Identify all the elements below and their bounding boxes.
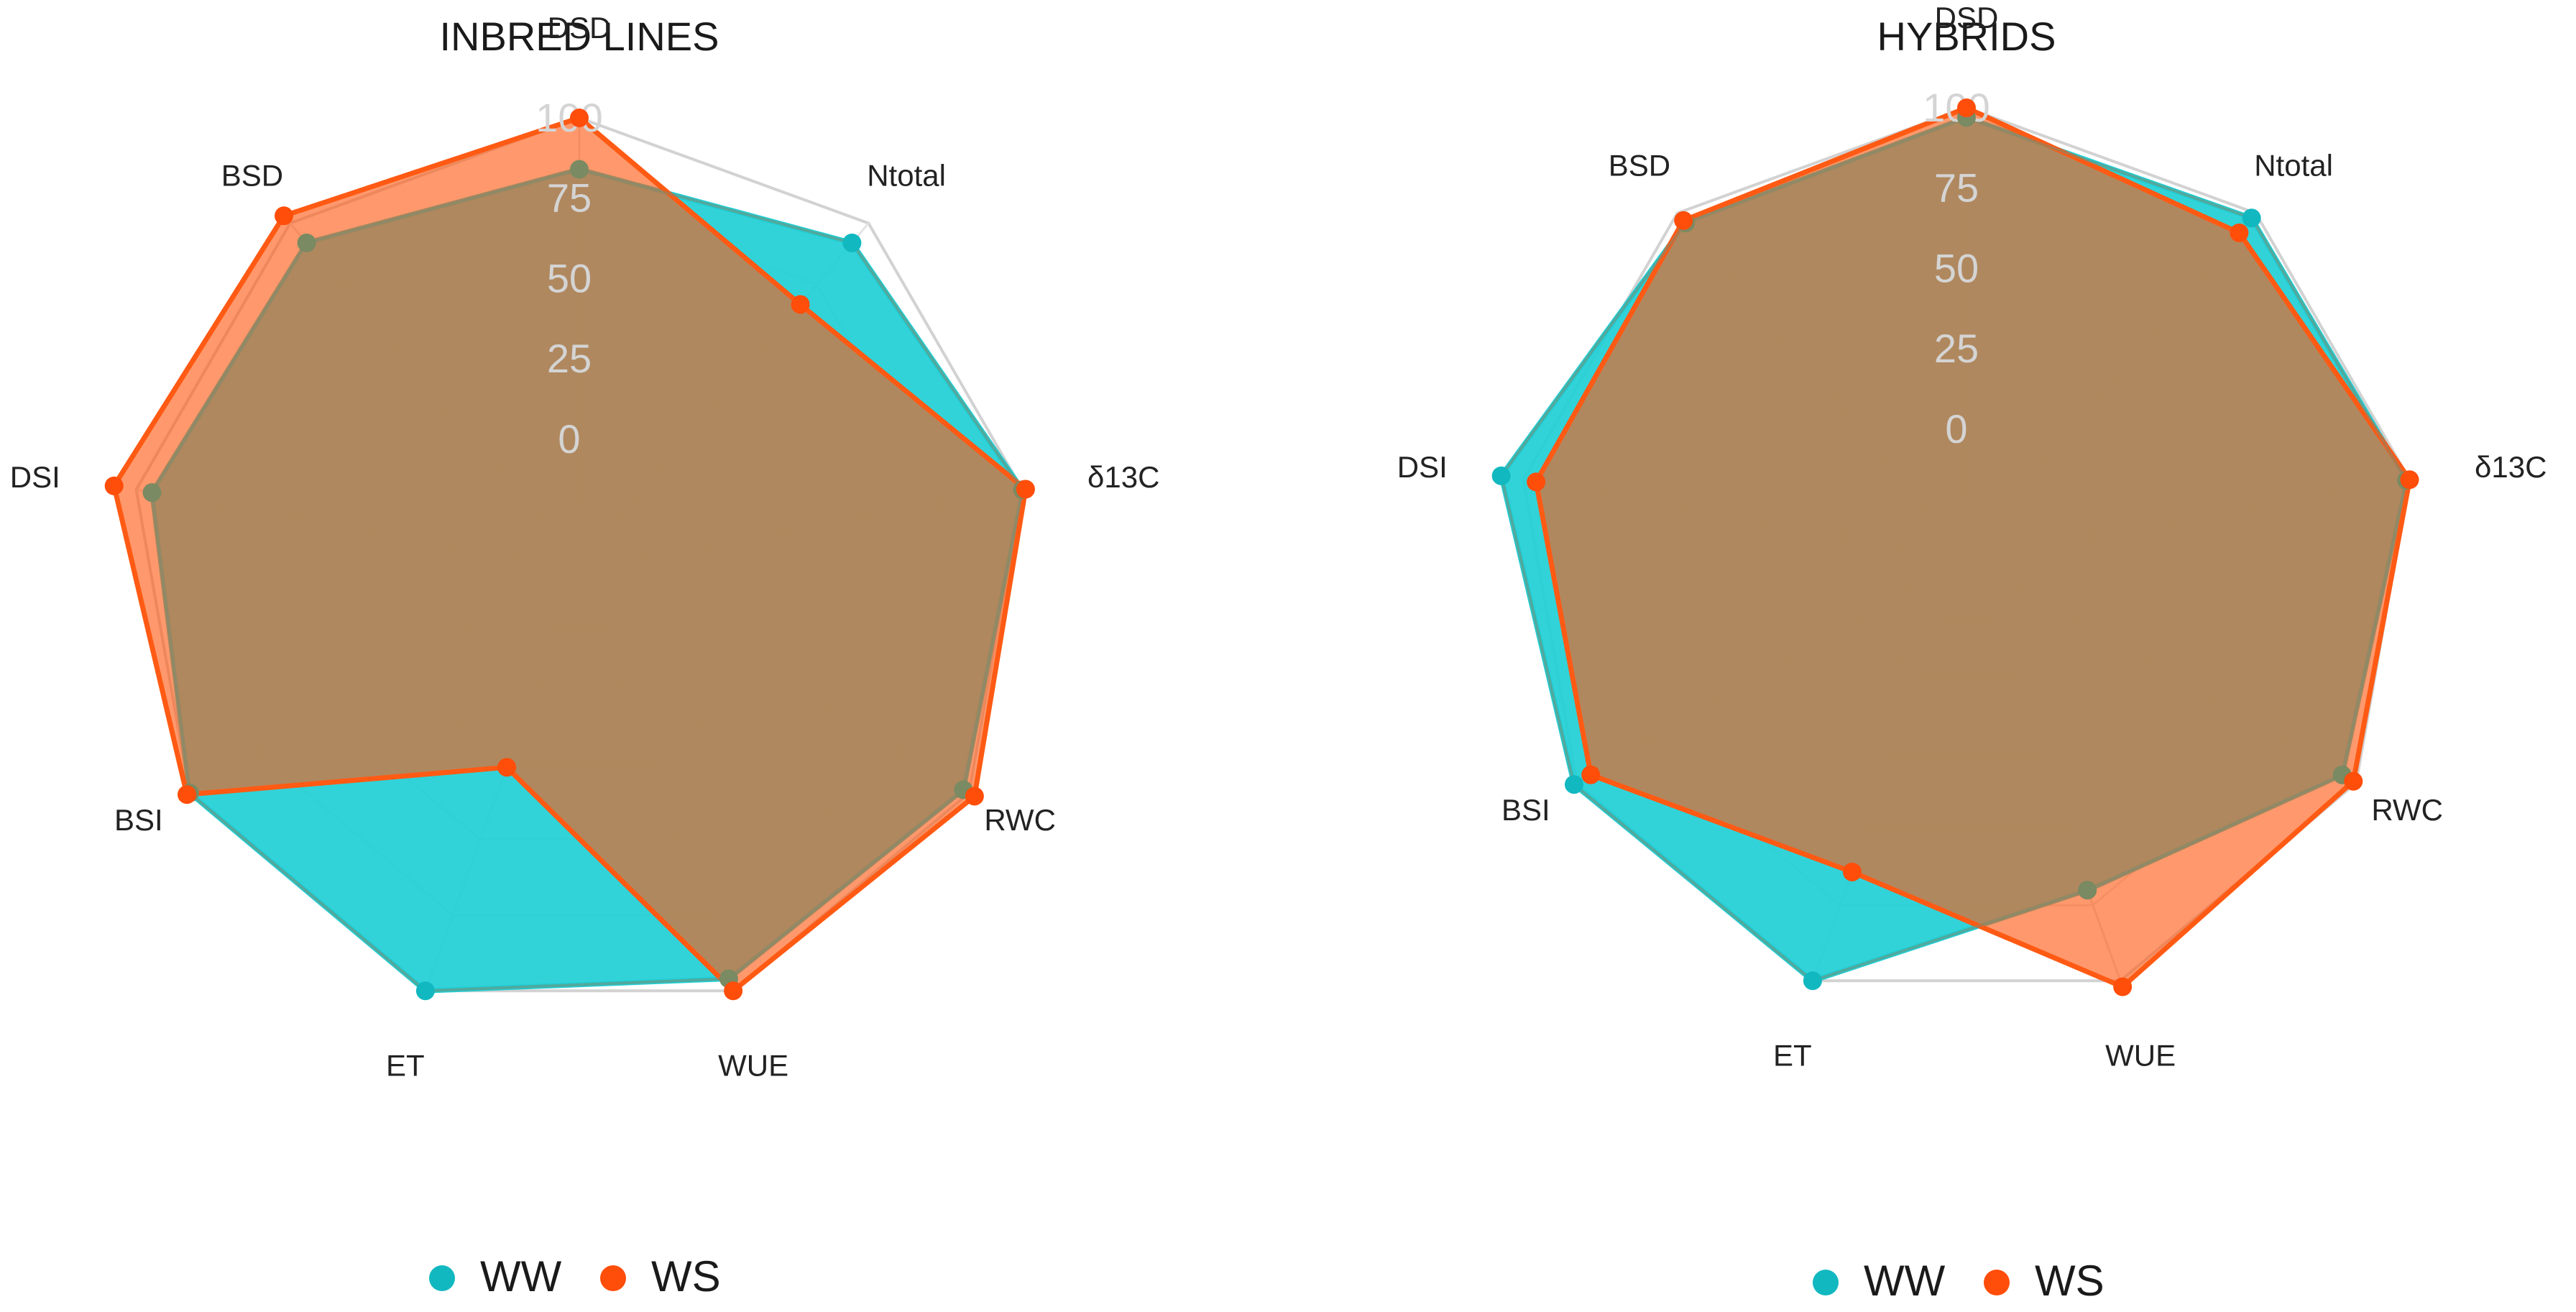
radial-tick-label: 100 <box>1923 85 1990 130</box>
axis-label-7: DSI <box>1397 450 1448 484</box>
radial-tick-label: 0 <box>1945 406 1967 451</box>
legend: WW WS <box>429 1252 721 1300</box>
data-point-ws-wue <box>2113 977 2133 996</box>
axis-label-8: BSD <box>1609 149 1670 183</box>
legend-label-ws: WS <box>2035 1257 2104 1305</box>
axis-label-0: DSD <box>548 11 612 45</box>
data-point-ww-et <box>1803 971 1822 991</box>
data-point-ww-ntotal <box>842 233 862 252</box>
series-outline-ww <box>150 168 1024 993</box>
data-point-ws-bsi <box>177 785 196 804</box>
axis-label-2: δ13C <box>1087 460 1159 494</box>
legend-label-ws: WS <box>651 1252 721 1300</box>
series-outline-ww <box>1499 116 2409 983</box>
data-point-ws-dsi <box>1527 472 1546 492</box>
data-point-ws-rwc <box>965 786 984 806</box>
data-point-ws-et <box>497 758 517 777</box>
data-point-ww-dsi <box>1491 466 1511 485</box>
radial-tick-label: 0 <box>558 416 580 462</box>
data-point-ww-dsd <box>570 160 589 179</box>
axis-label-1: Ntotal <box>867 159 946 193</box>
data-point-ws-dsd <box>570 109 589 127</box>
axis-label-8: BSD <box>221 159 283 193</box>
radar-chart-2: HYBRIDS 0 25 50 75 100 DSD Ntotal δ13C RWC WUE ET BS… <box>1397 1 2547 1305</box>
legend-marker-ww <box>1813 1270 1839 1295</box>
axis-label-3: RWC <box>984 803 1056 837</box>
axis-label-4: WUE <box>2105 1038 2176 1072</box>
legend-marker-ws <box>1984 1270 2010 1295</box>
legend-marker-ww <box>429 1265 455 1291</box>
axis-label-5: ET <box>1773 1038 1812 1072</box>
axis-label-0: DSD <box>1935 1 1999 35</box>
radial-tick-label: 25 <box>547 336 592 381</box>
data-point-ws-δ13c <box>1016 480 1035 499</box>
axis-label-4: WUE <box>718 1048 788 1082</box>
axis-label-1: Ntotal <box>2254 149 2333 183</box>
data-point-ws-bsd <box>274 206 293 226</box>
radial-tick-label: 75 <box>1934 165 1979 211</box>
data-point-ws-dsi <box>104 476 124 495</box>
data-point-ww-et <box>415 981 435 1001</box>
axis-label-2: δ13C <box>2475 450 2547 484</box>
data-point-ws-ntotal <box>2230 223 2249 242</box>
series-area-ws <box>1533 105 2412 990</box>
data-point-ws-et <box>1842 862 1862 881</box>
radial-tick-label: 75 <box>547 175 592 221</box>
legend: WW WS <box>1813 1257 2104 1305</box>
axis-label-3: RWC <box>2371 793 2443 827</box>
axis-label-7: DSI <box>10 460 60 494</box>
data-point-ww-bsi <box>1564 775 1583 794</box>
data-point-ww-wue <box>2078 881 2097 900</box>
data-point-ww-ntotal <box>2242 208 2261 228</box>
data-point-ww-dsi <box>142 483 162 503</box>
data-point-ws-wue <box>724 981 743 1001</box>
legend-marker-ws <box>600 1265 626 1291</box>
axis-label-6: BSI <box>1501 793 1550 827</box>
legend-label-ww: WW <box>480 1252 562 1300</box>
data-point-ws-bsi <box>1581 765 1601 784</box>
chart-title: HYBRIDS <box>1877 14 2056 59</box>
data-point-ws-rwc <box>2344 771 2363 791</box>
legend-label-ww: WW <box>1864 1257 1946 1305</box>
data-point-ws-dsd <box>1957 98 1976 117</box>
data-point-ws-δ13c <box>2400 470 2419 490</box>
radial-tick-label: 100 <box>535 95 602 140</box>
radial-tick-label: 50 <box>547 255 592 301</box>
radial-tick-label: 25 <box>1934 326 1979 371</box>
data-point-ws-bsd <box>1674 211 1693 230</box>
axis-label-6: BSI <box>114 803 163 837</box>
axis-label-5: ET <box>386 1048 425 1082</box>
data-point-ww-bsd <box>297 233 316 252</box>
data-point-ws-ntotal <box>791 295 810 314</box>
chart-title: INBRED LINES <box>440 14 719 59</box>
series-area-ws <box>111 115 1029 994</box>
radar-chart-1: INBRED LINES 0 25 50 75 100 DSD Ntotal δ13C RWC WU… <box>10 11 1160 1300</box>
radial-tick-label: 50 <box>1934 245 1979 290</box>
